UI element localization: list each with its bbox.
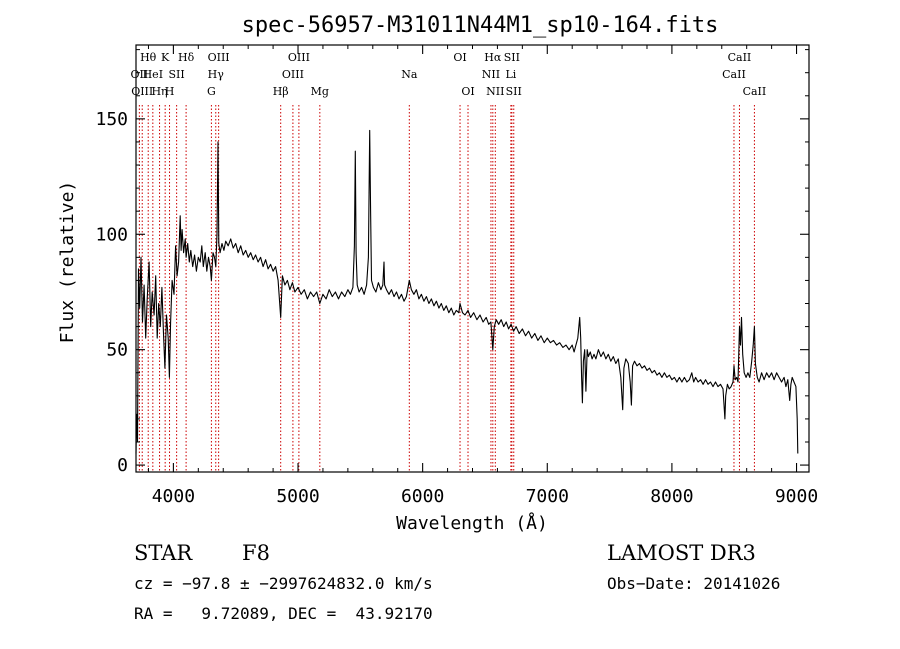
spectral-line-label: Hδ [178, 51, 195, 64]
spectral-line-label: SII [169, 68, 185, 81]
x-tick-label: 5000 [276, 486, 319, 507]
spectral-line-label: Hγ [208, 68, 225, 81]
y-tick-label: 0 [117, 455, 128, 476]
spectral-line-label: G [207, 85, 216, 98]
y-tick-label: 50 [106, 340, 128, 361]
spectral-line-label: OIII [288, 51, 310, 64]
x-tick-label: 7000 [526, 486, 569, 507]
x-tick-label: 8000 [650, 486, 693, 507]
spectral-line-label: K [161, 51, 170, 64]
spectral-line-label: OIII [282, 68, 304, 81]
survey-name: LAMOST DR3 [607, 541, 756, 565]
spectral-line-label: Li [505, 68, 516, 81]
y-axis-ticks: 0 50 100 150 [95, 49, 809, 476]
spectral-line-label: SII [504, 51, 520, 64]
spectral-line-label: SII [506, 85, 522, 98]
spectral-line-markers [138, 105, 755, 472]
spectral-line-label: OII [131, 68, 149, 81]
spectral-line-label: OI [461, 85, 474, 98]
spectral-line-label: Na [401, 68, 418, 81]
spectral-line-label: Hη [151, 85, 167, 98]
spectral-line-label: HeI [143, 68, 163, 81]
spectral-line-label: OIII [208, 51, 230, 64]
chart-title: spec-56957-M31011N44M1_sp10-164.fits [242, 13, 719, 38]
spectral-line-label: Hα [484, 51, 502, 64]
spectrum-line [135, 129, 799, 454]
ra-dec-text: RA = 9.72089, DEC = 43.92170 [134, 604, 433, 623]
spectral-line-label: CaII [743, 85, 767, 98]
x-tick-label: 6000 [401, 486, 444, 507]
spectral-line-label: Mg [311, 85, 329, 98]
spectral-line-label: Hθ [140, 51, 157, 64]
spectral-line-label: Hβ [273, 85, 289, 98]
spectral-line-label: NII [482, 68, 500, 81]
x-tick-label: 9000 [775, 486, 818, 507]
spectral-line-label: CaII [728, 51, 752, 64]
redshift-text: cz = −97.8 ± −2997624832.0 km/s [134, 574, 433, 593]
spectral-line-label: OIII [131, 85, 153, 98]
spectral-line-labels: OII OIII Hθ HeI Hη K H SII Hδ G Hγ OIII Hβ OIII OIII Mg… [131, 51, 767, 98]
y-tick-label: 100 [95, 224, 128, 245]
spectral-line-label: H [165, 85, 175, 98]
x-tick-label: 4000 [152, 486, 195, 507]
spectral-line-label: NII [486, 85, 504, 98]
y-axis-label: Flux (relative) [57, 181, 78, 344]
x-axis-ticks: 4000 5000 6000 7000 8000 9000 [147, 45, 818, 507]
object-subclass: F8 [242, 541, 270, 565]
y-tick-label: 150 [95, 109, 128, 130]
object-class: STAR [134, 541, 193, 565]
spectral-line-label: CaII [722, 68, 746, 81]
spectral-line-label: OI [453, 51, 466, 64]
obs-date-text: Obs−Date: 20141026 [607, 574, 780, 593]
x-axis-label: Wavelength (Å) [396, 512, 548, 534]
plot-frame [135, 44, 810, 473]
